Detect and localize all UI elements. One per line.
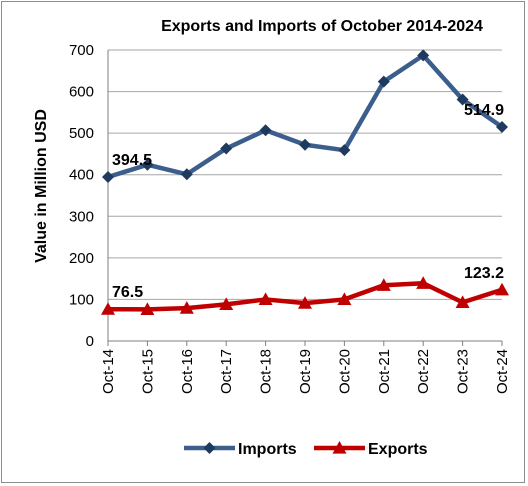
data-point bbox=[332, 441, 347, 454]
y-tick-label: 400 bbox=[69, 167, 94, 184]
series-imports bbox=[102, 49, 508, 184]
data-point bbox=[141, 158, 154, 171]
data-point bbox=[417, 49, 430, 62]
y-tick-label: 100 bbox=[69, 291, 94, 308]
data-label: 123.2 bbox=[464, 265, 504, 282]
legend-label: Imports bbox=[238, 441, 297, 458]
x-tick-label: Oct-22 bbox=[415, 349, 432, 394]
legend: Imports Exports bbox=[184, 441, 428, 458]
data-point bbox=[337, 292, 352, 306]
y-tick-label: 0 bbox=[86, 333, 94, 350]
series-layer bbox=[101, 49, 509, 316]
x-tick-label: Oct-16 bbox=[179, 349, 196, 394]
x-tick-label: Oct-18 bbox=[258, 349, 275, 394]
x-tick-label: Oct-20 bbox=[336, 349, 353, 394]
y-tick-label: 300 bbox=[69, 208, 94, 225]
x-tick-label: Oct-14 bbox=[100, 349, 117, 394]
data-point bbox=[456, 93, 469, 106]
y-tick-label: 600 bbox=[69, 84, 94, 101]
data-point bbox=[101, 302, 115, 315]
series-exports bbox=[101, 276, 509, 316]
y-tick-label: 200 bbox=[69, 250, 94, 267]
gridlines bbox=[108, 49, 502, 300]
data-point bbox=[220, 142, 233, 155]
data-point bbox=[377, 75, 390, 88]
series-line bbox=[107, 53, 504, 180]
x-tick-label: Oct-21 bbox=[376, 349, 393, 394]
legend-item-exports: Exports bbox=[314, 441, 428, 458]
data-point bbox=[496, 120, 508, 133]
data-point bbox=[102, 171, 114, 184]
data-point bbox=[219, 297, 234, 311]
data-point bbox=[338, 144, 351, 157]
data-point bbox=[495, 282, 509, 296]
data-point bbox=[416, 276, 431, 289]
y-tick-label: 700 bbox=[69, 42, 94, 59]
y-axis-label: Value in Million USD bbox=[33, 109, 50, 263]
x-tick-label: Oct-17 bbox=[218, 349, 235, 394]
data-point bbox=[455, 295, 470, 308]
data-label: 394.5 bbox=[112, 152, 152, 169]
x-tick-label: Oct-23 bbox=[455, 349, 472, 394]
data-point bbox=[298, 296, 312, 309]
legend-label: Exports bbox=[368, 441, 428, 458]
legend-item-imports: Imports bbox=[184, 441, 297, 458]
data-point bbox=[258, 292, 273, 306]
data-point bbox=[140, 302, 155, 316]
y-axis-ticks: 0 100 200 300 400 500 600 700 bbox=[69, 42, 94, 350]
data-point bbox=[203, 442, 216, 454]
data-label: 76.5 bbox=[112, 284, 143, 301]
data-point bbox=[180, 168, 193, 181]
x-axis-ticks: Oct-14 Oct-15 Oct-16 Oct-17 Oct-18 Oct-19 Oct-… bbox=[100, 349, 511, 394]
chart-title: Exports and Imports of October 2014-2024 bbox=[161, 18, 483, 35]
data-point bbox=[259, 124, 272, 137]
data-labels: 394.5 514.9 76.5 123.2 bbox=[112, 102, 504, 301]
x-tick-label: Oct-24 bbox=[494, 349, 511, 394]
data-point bbox=[376, 278, 391, 291]
data-point bbox=[179, 301, 194, 314]
x-tick-label: Oct-15 bbox=[139, 349, 156, 394]
y-tick-label: 500 bbox=[69, 125, 94, 142]
data-point bbox=[299, 138, 311, 151]
x-tick-label: Oct-19 bbox=[297, 349, 314, 394]
data-label: 514.9 bbox=[464, 102, 504, 119]
axes bbox=[107, 50, 503, 346]
